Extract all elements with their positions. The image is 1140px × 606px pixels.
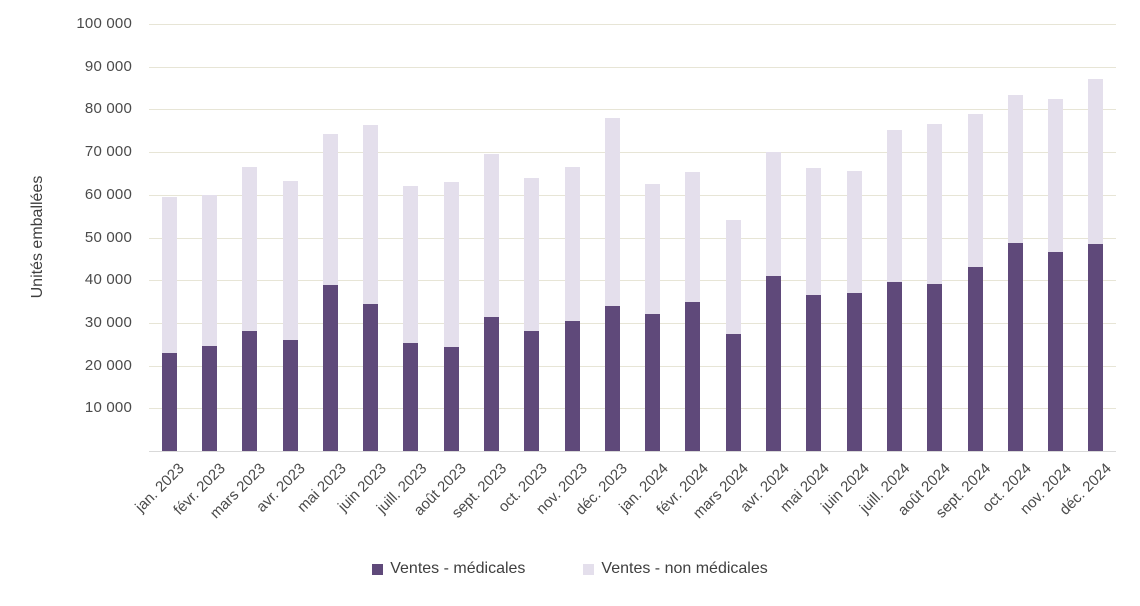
bar-segment-medical — [201, 346, 217, 451]
bar-segment-non-medical — [242, 167, 258, 332]
y-tick-label: 90 000 — [84, 57, 132, 75]
y-tick-label: 70 000 — [84, 143, 132, 161]
y-axis-title: Unités emballées — [29, 175, 46, 299]
gridline — [149, 237, 1116, 239]
bar-segment-medical — [806, 295, 822, 451]
legend-label-medicales: Ventes - médicales — [390, 560, 526, 577]
bar-segment-non-medical — [604, 117, 620, 306]
bar-segment-medical — [242, 331, 258, 451]
bar-segment-medical — [1007, 243, 1023, 451]
legend-swatch-medicales-icon — [372, 563, 384, 575]
bar-segment-non-medical — [967, 113, 983, 268]
bar-segment-medical — [1088, 243, 1104, 451]
gridline — [149, 66, 1116, 68]
gridline — [149, 152, 1116, 154]
bar-segment-non-medical — [403, 186, 419, 343]
gridline — [149, 365, 1116, 367]
bar-segment-medical — [322, 285, 338, 451]
bar-segment-medical — [604, 305, 620, 451]
bar-segment-non-medical — [443, 182, 459, 348]
y-tick-label: 30 000 — [84, 313, 132, 331]
y-tick-label: 100 000 — [76, 15, 132, 32]
bar-segment-non-medical — [524, 177, 540, 332]
bar-segment-non-medical — [725, 220, 741, 334]
gridline — [149, 194, 1116, 196]
bar-segment-non-medical — [645, 184, 661, 315]
bar-segment-medical — [443, 347, 459, 451]
legend-label-non-medicales: Ventes - non médicales — [601, 560, 768, 577]
bar-segment-non-medical — [886, 130, 902, 283]
bar-segment-medical — [725, 333, 741, 451]
bar-segment-non-medical — [1048, 98, 1064, 253]
bar-segment-non-medical — [322, 133, 338, 286]
bar-segment-non-medical — [1088, 78, 1104, 244]
bar-segment-medical — [1048, 252, 1064, 451]
bar-segment-medical — [886, 282, 902, 451]
gridline — [149, 322, 1116, 324]
gridline — [149, 24, 1116, 25]
legend-item-non-medicales: Ventes - non médicales — [583, 560, 768, 578]
bar-segment-non-medical — [564, 167, 580, 321]
bar-segment-medical — [967, 267, 983, 451]
bar-segment-medical — [484, 317, 499, 451]
bar-segment-medical — [927, 283, 943, 451]
gridline — [149, 408, 1116, 410]
legend-swatch-non-medicales-icon — [583, 563, 595, 575]
y-tick-label: 80 000 — [84, 100, 132, 118]
plot-area — [149, 24, 1116, 452]
bar-segment-medical — [846, 293, 862, 451]
y-tick-label: 20 000 — [84, 356, 132, 374]
gridline — [149, 280, 1116, 282]
bar-segment-non-medical — [363, 125, 379, 304]
bar-segment-non-medical — [685, 172, 701, 302]
y-tick-label: 10 000 — [84, 399, 132, 417]
bar-segment-non-medical — [201, 194, 217, 347]
bar-segment-non-medical — [927, 124, 943, 284]
legend: Ventes - médicales Ventes - non médicale… — [0, 560, 1140, 578]
bar-segment-non-medical — [806, 168, 822, 296]
y-tick-label: 60 000 — [84, 185, 132, 203]
bar-segment-medical — [403, 343, 419, 451]
bar-segment-medical — [685, 301, 701, 451]
bar-segment-medical — [564, 320, 580, 451]
y-tick-label: 40 000 — [84, 271, 132, 289]
bar-segment-non-medical — [161, 196, 177, 353]
bar-segment-non-medical — [846, 170, 862, 293]
y-tick-label: 50 000 — [84, 228, 132, 246]
legend-item-medicales: Ventes - médicales — [372, 560, 525, 578]
bar-segment-medical — [282, 340, 298, 451]
gridline — [149, 109, 1116, 111]
bar-segment-non-medical — [282, 181, 298, 340]
bar-segment-medical — [363, 303, 379, 451]
bar-segment-medical — [766, 275, 781, 451]
bar-segment-non-medical — [484, 154, 499, 318]
bar-segment-medical — [524, 331, 540, 451]
bar-segment-non-medical — [766, 152, 781, 276]
bar-segment-medical — [645, 314, 661, 451]
bar-segment-medical — [161, 352, 177, 451]
bar-segment-non-medical — [1007, 94, 1023, 244]
